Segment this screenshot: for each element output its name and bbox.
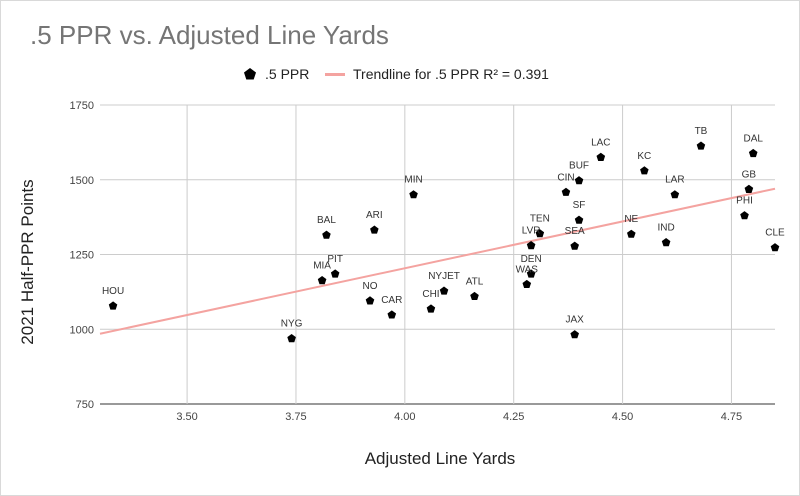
legend-item-trendline[interactable]: Trendline for .5 PPR R² = 0.391 bbox=[325, 66, 549, 82]
data-point-label: JAX bbox=[566, 315, 585, 326]
data-point bbox=[574, 215, 584, 224]
chart-legend: .5 PPR Trendline for .5 PPR R² = 0.391 bbox=[0, 66, 800, 86]
data-point-label: KC bbox=[637, 151, 651, 162]
data-point bbox=[627, 229, 636, 238]
pentagon-marker-icon bbox=[244, 68, 256, 80]
data-point bbox=[696, 141, 706, 150]
chart-title: .5 PPR vs. Adjusted Line Yards bbox=[30, 20, 389, 50]
data-point-label: IND bbox=[658, 223, 675, 234]
y-tick-label: 1500 bbox=[70, 175, 94, 187]
data-point-label: HOU bbox=[102, 286, 124, 297]
data-point bbox=[770, 243, 780, 252]
data-point-label: NYJET bbox=[428, 271, 460, 282]
data-point-label: NO bbox=[363, 281, 378, 292]
trendline bbox=[99, 187, 776, 335]
data-point-label: TEN bbox=[530, 214, 550, 225]
y-tick-label: 1750 bbox=[70, 100, 94, 112]
data-point-label: WAS bbox=[516, 264, 539, 275]
data-point-label: ATL bbox=[466, 276, 484, 287]
data-point bbox=[740, 211, 749, 220]
data-point bbox=[317, 276, 327, 285]
data-point-label: CAR bbox=[381, 295, 402, 306]
x-tick-label: 4.00 bbox=[394, 411, 415, 423]
data-point bbox=[470, 291, 479, 300]
x-tick-label: 4.75 bbox=[721, 411, 742, 423]
data-point-label: MIN bbox=[404, 175, 422, 186]
data-point-label: NE bbox=[624, 214, 638, 225]
y-tick-label: 750 bbox=[76, 399, 94, 411]
data-point-label: LVR bbox=[522, 226, 541, 237]
data-point bbox=[322, 230, 331, 239]
y-tick-label: 1250 bbox=[70, 250, 94, 262]
data-point-label: ARI bbox=[366, 210, 383, 221]
legend-item-series[interactable]: .5 PPR bbox=[243, 66, 309, 82]
x-tick-label: 4.50 bbox=[612, 411, 633, 423]
x-tick-label: 3.75 bbox=[285, 411, 306, 423]
data-point-label: LAR bbox=[665, 175, 684, 186]
data-point bbox=[570, 330, 579, 339]
data-point-label: DEN bbox=[521, 254, 542, 265]
y-axis-title: 2021 Half-PPR Points bbox=[18, 179, 37, 345]
data-point-label: CHI bbox=[422, 289, 439, 300]
data-point-label: GB bbox=[742, 169, 757, 180]
data-point bbox=[522, 279, 532, 288]
data-point bbox=[661, 238, 671, 247]
y-tick-label: 1000 bbox=[70, 324, 94, 336]
x-tick-label: 4.25 bbox=[503, 411, 524, 423]
data-point bbox=[426, 304, 436, 313]
data-point bbox=[570, 241, 579, 250]
data-point bbox=[535, 229, 545, 238]
data-point bbox=[526, 269, 536, 278]
data-point bbox=[409, 190, 418, 199]
data-point bbox=[439, 286, 449, 295]
data-point-label: MIA bbox=[313, 261, 331, 272]
legend-label-series: .5 PPR bbox=[265, 66, 310, 82]
data-point-label: BAL bbox=[317, 215, 336, 226]
data-point bbox=[748, 148, 758, 158]
data-point-label: LAC bbox=[591, 137, 610, 148]
x-tick-label: 3.50 bbox=[176, 411, 197, 423]
x-axis-title: Adjusted Line Yards bbox=[364, 449, 516, 468]
data-point bbox=[108, 301, 118, 310]
data-point-label: SF bbox=[573, 200, 586, 211]
trendline-swatch-icon bbox=[325, 72, 345, 76]
data-point bbox=[526, 241, 536, 250]
data-point bbox=[574, 176, 584, 185]
data-point-label: CIN bbox=[557, 172, 574, 183]
data-point-label: SEA bbox=[565, 226, 585, 237]
legend-label-trendline: Trendline for .5 PPR R² = 0.391 bbox=[353, 66, 549, 82]
data-point bbox=[387, 310, 397, 319]
data-point bbox=[561, 187, 571, 196]
data-point-label: PIT bbox=[327, 254, 343, 265]
data-point bbox=[287, 334, 296, 343]
data-point-label: BUF bbox=[569, 161, 589, 172]
data-point-label: CLE bbox=[765, 228, 785, 239]
data-point bbox=[596, 152, 606, 161]
data-point-label: DAL bbox=[743, 133, 763, 144]
data-point bbox=[744, 184, 754, 193]
data-point bbox=[640, 166, 649, 175]
data-point-label: TB bbox=[695, 126, 708, 137]
data-point-label: PHI bbox=[736, 196, 753, 207]
data-point bbox=[370, 225, 379, 234]
data-point bbox=[330, 269, 340, 278]
data-point bbox=[365, 296, 375, 305]
data-point bbox=[670, 190, 680, 199]
data-point-label: NYG bbox=[281, 319, 303, 330]
